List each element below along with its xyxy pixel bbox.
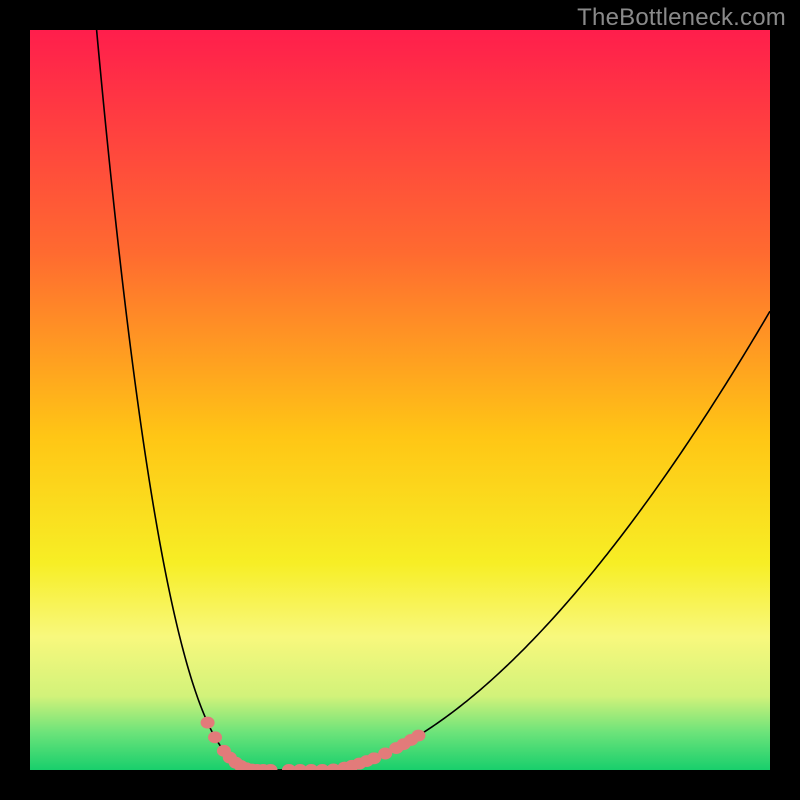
plot-background (30, 30, 770, 770)
marker-dot (412, 730, 426, 742)
stage: TheBottleneck.com (0, 0, 800, 800)
plot-svg (30, 30, 770, 770)
marker-dot (208, 731, 222, 743)
marker-dot (201, 717, 215, 729)
plot-area (30, 30, 770, 770)
watermark-text: TheBottleneck.com (577, 4, 786, 32)
